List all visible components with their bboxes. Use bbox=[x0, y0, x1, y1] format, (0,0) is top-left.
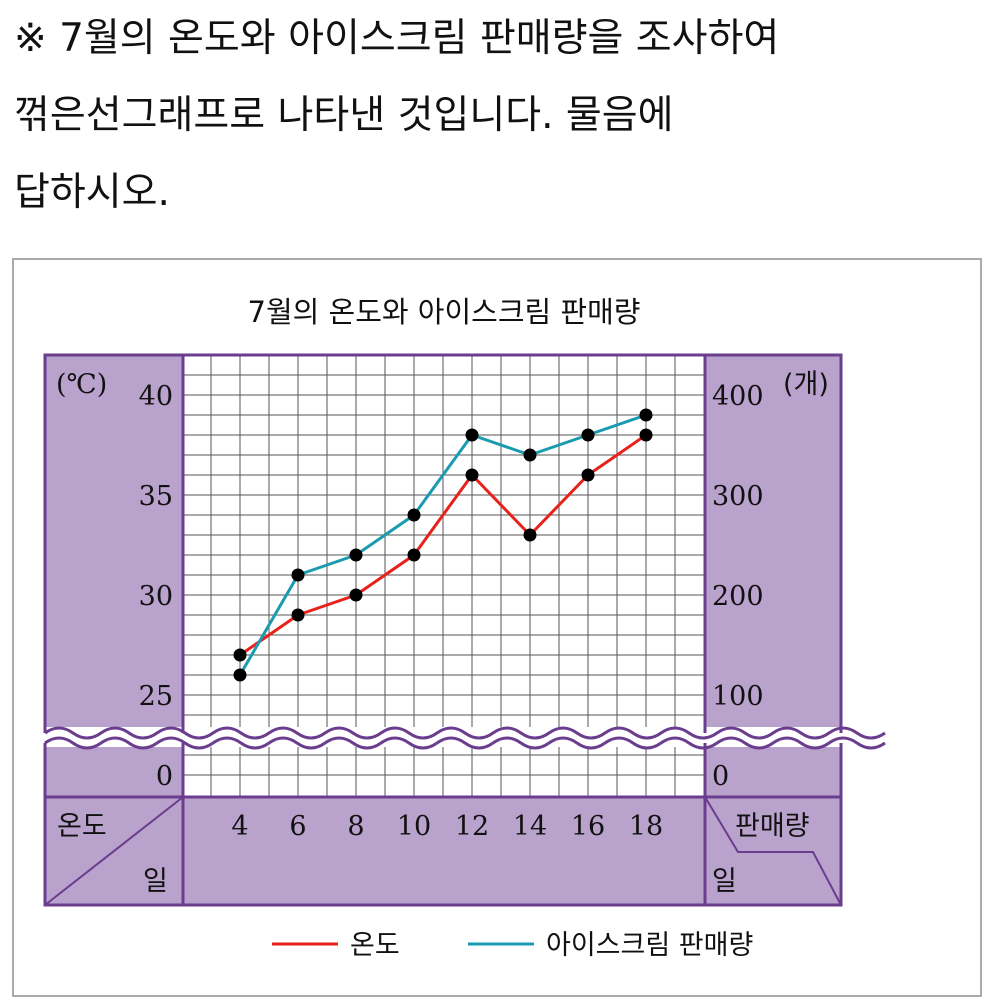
right-axis-tick-label: 300 bbox=[712, 481, 764, 512]
question-text: ※ 7월의 온도와 아이스크림 판매량을 조사하여 꺾은선그래프로 나타낸 것입… bbox=[14, 0, 984, 231]
x-axis-tick-label: 6 bbox=[289, 811, 306, 842]
left-axis-tick-label: 25 bbox=[139, 681, 173, 712]
temperature-point bbox=[233, 648, 247, 662]
sales-point bbox=[291, 568, 305, 582]
temperature-point bbox=[465, 468, 479, 482]
left-axis-zero-label: 0 bbox=[156, 761, 173, 792]
left-axis-unit: (℃) bbox=[56, 369, 107, 400]
question-line-1: ※ 7월의 온도와 아이스크림 판매량을 조사하여 bbox=[14, 16, 780, 61]
sales-point bbox=[639, 408, 653, 422]
corner-left-diagonal bbox=[44, 796, 184, 906]
sales-line bbox=[238, 413, 647, 676]
x-axis-tick-label: 14 bbox=[513, 811, 547, 842]
temperature-point bbox=[523, 528, 537, 542]
chart-grid bbox=[183, 355, 705, 797]
temperature-point bbox=[407, 548, 421, 562]
question-line-2: 꺾은선그래프로 나타낸 것입니다. 물음에 bbox=[14, 93, 674, 138]
frame-top bbox=[43, 353, 843, 733]
x-axis-tick-label: 18 bbox=[629, 811, 663, 842]
axis-break-wave-bottom bbox=[44, 736, 886, 750]
legend-label-temperature: 온도 bbox=[350, 930, 400, 961]
x-axis-tick-label: 8 bbox=[347, 811, 364, 842]
sales-point bbox=[523, 448, 537, 462]
temperature-line bbox=[239, 433, 647, 657]
question-line-3: 답하시오. bbox=[14, 170, 170, 215]
left-axis-tick-label: 35 bbox=[139, 481, 173, 512]
corner-left-top-label: 온도 bbox=[57, 811, 107, 842]
corner-right-divider bbox=[704, 796, 842, 906]
right-axis-zero-label: 0 bbox=[712, 761, 729, 792]
sales-point bbox=[349, 548, 363, 562]
axis-break-wave-top bbox=[44, 726, 886, 740]
axis-break-band bbox=[43, 727, 843, 747]
right-axis-tick-label: 100 bbox=[712, 681, 764, 712]
left-axis-tick-label: 30 bbox=[139, 581, 173, 612]
sales-point bbox=[581, 428, 595, 442]
sales-point bbox=[465, 428, 479, 442]
chart-title: 7월의 온도와 아이스크림 판매량 bbox=[248, 295, 641, 329]
right-axis-unit: (개) bbox=[783, 369, 829, 400]
x-axis-tick-label: 12 bbox=[455, 811, 489, 842]
sales-point bbox=[233, 668, 247, 682]
left-axis-tick-label: 40 bbox=[139, 381, 173, 412]
right-axis-tick-label: 400 bbox=[712, 381, 764, 412]
temperature-point bbox=[349, 588, 363, 602]
temperature-point bbox=[639, 428, 653, 442]
legend-label-sales: 아이스크림 판매량 bbox=[546, 930, 753, 961]
x-axis-tick-label: 10 bbox=[397, 811, 431, 842]
sales-point bbox=[407, 508, 421, 522]
x-axis-tick-label: 4 bbox=[231, 811, 248, 842]
corner-right-top-label: 판매량 bbox=[735, 811, 810, 842]
axis-break bbox=[43, 726, 886, 750]
right-axis-tick-label: 200 bbox=[712, 581, 764, 612]
frame-bottom bbox=[43, 743, 843, 907]
plot-area bbox=[183, 355, 705, 797]
temperature-point bbox=[581, 468, 595, 482]
chart-series bbox=[233, 408, 653, 682]
legend: 온도 아이스크림 판매량 bbox=[272, 930, 753, 961]
corner-left-bottom-label: 일 bbox=[143, 866, 168, 897]
temperature-point bbox=[291, 608, 305, 622]
x-axis-tick-label: 16 bbox=[571, 811, 605, 842]
corner-right-bottom-label: 일 bbox=[712, 866, 737, 897]
